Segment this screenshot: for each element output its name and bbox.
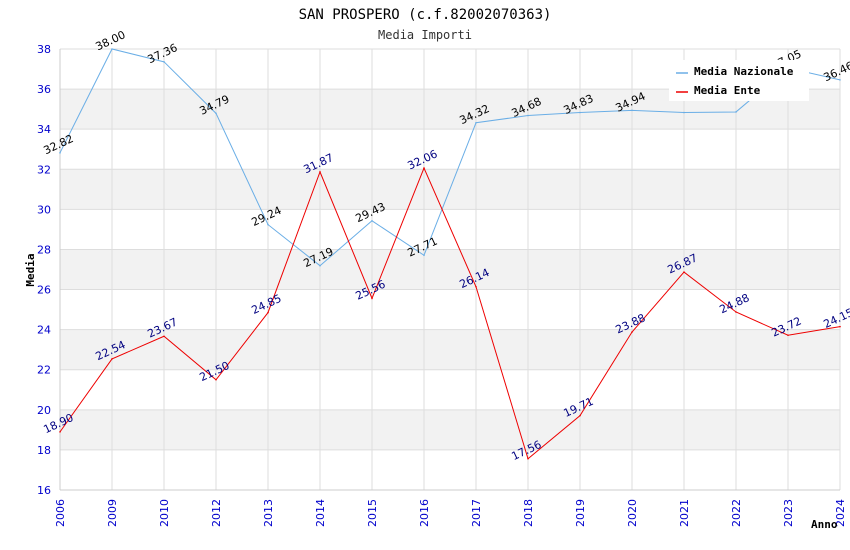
x-axis: 2006 2009 2010 2012 2013 2014 2015 2016 2017 2018…: [54, 499, 847, 527]
data-point: [579, 111, 581, 114]
y-tick-label: 20: [37, 404, 51, 417]
x-tick-label: 2018: [522, 499, 535, 527]
y-axis-label: Media: [24, 253, 37, 286]
y-tick-label: 26: [37, 284, 51, 297]
x-tick-label: 2015: [366, 499, 379, 527]
data-point: [579, 414, 581, 417]
y-tick-label: 24: [37, 324, 51, 337]
x-tick-label: 2013: [262, 499, 275, 527]
x-tick-label: 2020: [626, 499, 639, 527]
x-tick-label: 2006: [54, 499, 67, 527]
data-point: [839, 79, 841, 81]
y-tick-label: 38: [37, 43, 51, 56]
data-point: [423, 167, 425, 169]
chart-title: SAN PROSPERO (c.f.82002070363): [299, 7, 552, 23]
y-tick-label: 30: [37, 203, 51, 216]
data-point: [163, 335, 165, 338]
data-point: [683, 111, 685, 114]
x-tick-label: 2021: [678, 499, 691, 527]
x-tick-label: 2010: [158, 499, 171, 527]
chart-subtitle: Media Importi: [378, 28, 472, 42]
data-point: [371, 297, 373, 300]
legend-label-media-nazionale: Media Nazionale: [694, 65, 794, 78]
x-tick-label: 2012: [210, 499, 223, 527]
y-tick-label: 36: [37, 83, 51, 96]
data-point: [319, 171, 321, 173]
data-point: [111, 48, 113, 50]
legend-label-media-ente: Media Ente: [694, 84, 761, 97]
x-tick-label: 2024: [834, 499, 847, 527]
data-point: [111, 358, 113, 360]
data-point: [475, 121, 477, 124]
data-point: [59, 152, 61, 154]
y-tick-label: 32: [37, 163, 51, 176]
data-point: [683, 271, 685, 273]
data-point: [319, 264, 321, 267]
data-point: [215, 378, 217, 381]
x-tick-label: 2019: [574, 499, 587, 527]
plot-background: [60, 49, 840, 490]
data-point: [475, 285, 477, 288]
data-point: [423, 254, 425, 257]
grid-band: [60, 249, 840, 290]
data-point: [371, 219, 373, 222]
x-tick-label: 2017: [470, 499, 483, 527]
x-tick-label: 2022: [730, 499, 743, 527]
data-point: [215, 112, 217, 115]
data-point: [735, 111, 737, 113]
data-point: [163, 61, 165, 63]
data-point: [787, 334, 789, 337]
x-tick-label: 2023: [782, 499, 795, 527]
x-tick-label: 2009: [106, 499, 119, 527]
data-point: [735, 311, 737, 313]
grid-band: [60, 409, 840, 450]
grid-lines: [59, 48, 841, 491]
x-tick-label: 2014: [314, 499, 327, 527]
x-tick-label: 2016: [418, 499, 431, 527]
series-line: [59, 166, 841, 460]
data-point: [59, 431, 61, 433]
legend: Media Nazionale Media Ente: [669, 60, 809, 101]
y-tick-label: 16: [37, 484, 51, 497]
grid-band: [60, 329, 840, 370]
y-tick-label: 18: [37, 444, 51, 457]
data-point: [839, 325, 841, 328]
data-point: [267, 311, 269, 314]
x-axis-label: Anno: [811, 518, 838, 531]
y-tick-label: 22: [37, 364, 51, 377]
y-tick-label: 34: [37, 123, 51, 136]
data-point: [631, 109, 633, 112]
data-point: [527, 114, 529, 117]
series-line: [59, 48, 841, 267]
legend-box: [669, 60, 809, 101]
y-axis: 16 18 20 22 24 26 28 30 32 34 36 38: [37, 43, 51, 497]
y-tick-label: 28: [37, 243, 51, 256]
data-point: [267, 223, 269, 226]
data-point: [631, 331, 633, 333]
data-point: [527, 457, 529, 460]
